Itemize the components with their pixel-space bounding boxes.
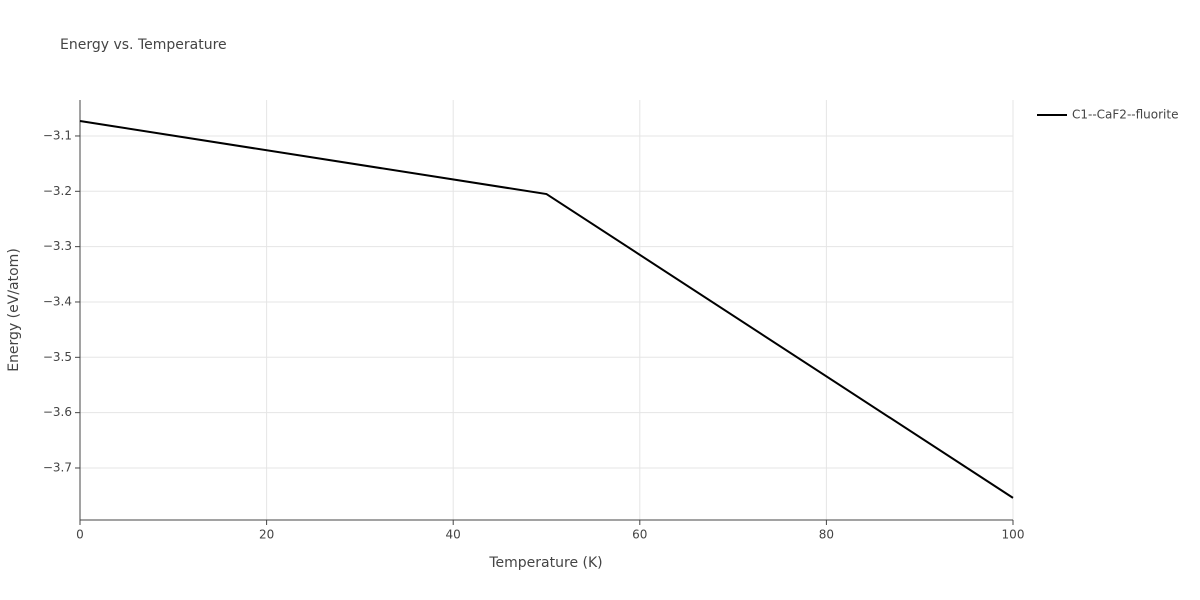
y-tick-label: −3.3 <box>43 239 72 253</box>
y-tick-label: −3.5 <box>43 350 72 364</box>
series-line <box>79 120 1014 499</box>
y-tick-label: −3.1 <box>43 128 72 142</box>
legend-label: C1--CaF2--fluorite <box>1072 108 1178 122</box>
x-axis-title: Temperature (K) <box>488 555 602 571</box>
x-tick-label: 80 <box>819 528 834 542</box>
y-axis-title: Energy (eV/atom) <box>6 248 22 372</box>
x-tick-label: 60 <box>632 528 647 542</box>
y-tick-label: −3.4 <box>43 294 72 308</box>
y-tick-label: −3.6 <box>43 405 72 419</box>
chart-title: Energy vs. Temperature <box>60 37 227 53</box>
x-tick-label: 0 <box>76 528 84 542</box>
y-tick-label: −3.2 <box>43 184 72 198</box>
x-tick-label: 40 <box>446 528 461 542</box>
y-tick-label: −3.7 <box>43 460 72 474</box>
x-tick-label: 20 <box>259 528 274 542</box>
x-tick-label: 100 <box>1002 528 1025 542</box>
